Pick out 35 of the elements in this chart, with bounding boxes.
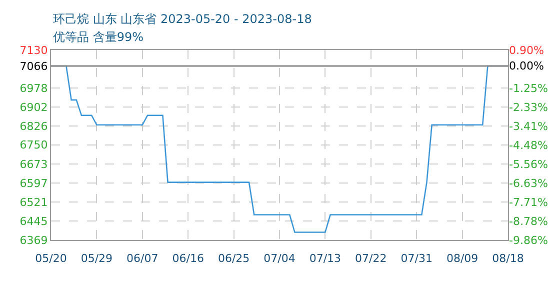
y2-tick-label: -2.33%	[509, 100, 548, 114]
y-tick-label: 6902	[20, 100, 48, 114]
y-tick-label: 6445	[20, 214, 48, 228]
x-tick-label: 06/16	[172, 252, 204, 266]
y2-tick-label: -7.71%	[509, 196, 548, 209]
y2-tick-label: -4.48%	[509, 138, 548, 152]
chart-title: 环己烷 山东 山东省 2023-05-20 - 2023-08-18	[53, 12, 312, 26]
y2-tick-label: -5.56%	[509, 158, 548, 171]
y2-tick-label: -3.41%	[509, 120, 548, 133]
y-tick-label: 7066	[20, 60, 48, 73]
y-tick-label: 6673	[20, 158, 48, 171]
x-tick-label: 06/25	[218, 252, 250, 266]
y-tick-label: 6369	[20, 234, 48, 247]
y2-tick-label: -9.86%	[509, 234, 548, 247]
chart-subtitle: 优等品 含量99%	[53, 30, 144, 44]
x-tick-label: 07/04	[264, 252, 296, 266]
y-tick-label: 6978	[20, 82, 48, 95]
x-tick-label: 05/29	[80, 252, 113, 266]
y-tick-label: 6521	[20, 196, 48, 209]
y-tick-label: 6597	[20, 176, 48, 190]
y2-tick-label: -8.78%	[509, 214, 548, 228]
y2-tick-label: 0.00%	[509, 60, 544, 73]
y2-tick-label: -1.25%	[509, 82, 548, 95]
y-tick-label: 6826	[20, 120, 48, 133]
x-tick-label: 07/31	[400, 252, 432, 266]
x-tick-label: 05/20	[35, 252, 67, 266]
x-tick-label: 06/07	[126, 252, 158, 266]
x-tick-label: 08/18	[492, 252, 524, 266]
x-tick-label: 07/22	[355, 252, 387, 266]
y-tick-label: 7130	[20, 44, 48, 57]
y-tick-label: 6750	[20, 138, 48, 152]
x-tick-label: 07/13	[309, 252, 342, 266]
y2-tick-label: -6.63%	[509, 176, 548, 190]
y2-tick-label: 0.90%	[509, 44, 544, 57]
x-tick-label: 08/09	[446, 252, 478, 266]
